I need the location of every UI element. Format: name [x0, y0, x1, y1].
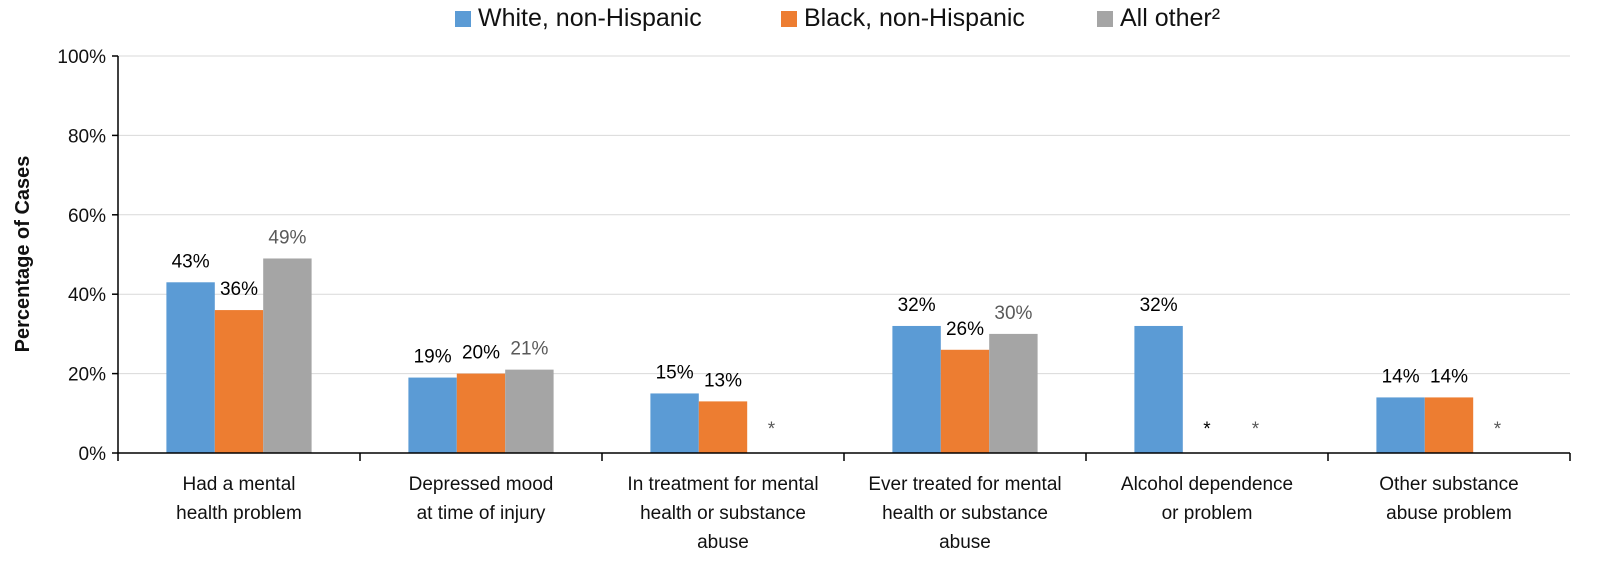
missing-data-marker: * [1203, 419, 1211, 440]
x-tick-label: Ever treated for mental health or substan… [868, 474, 1061, 553]
legend-item-all-other: All other² [1097, 4, 1220, 33]
bar-black-non-hispanic [1424, 397, 1474, 453]
bar-all-other [263, 258, 312, 453]
gridlines [118, 55, 1570, 375]
bar-white-non-hispanic [650, 393, 699, 453]
bar-white-non-hispanic [166, 282, 215, 453]
legend: White, non-Hispanic Black, non-Hispanic … [0, 4, 1603, 38]
y-tick-label: 0% [79, 444, 107, 465]
data-label: 13% [704, 370, 742, 391]
bar-white-non-hispanic [1134, 325, 1183, 453]
bar-black-non-hispanic [698, 401, 748, 453]
data-label: 30% [994, 303, 1032, 324]
data-label: 19% [414, 347, 452, 368]
legend-item-black-non-hispanic: Black, non-Hispanic [781, 4, 1025, 33]
y-tick-label: 20% [68, 365, 106, 386]
bar-white-non-hispanic [892, 325, 941, 453]
data-label: 32% [898, 295, 936, 316]
legend-swatch-all-other [1097, 10, 1113, 27]
data-label: 43% [172, 251, 210, 272]
legend-label-white-non-hispanic: White, non-Hispanic [478, 4, 702, 32]
y-tick-label: 40% [68, 285, 106, 306]
y-tick-label: 80% [68, 126, 106, 147]
legend-item-white-non-hispanic: White, non-Hispanic [455, 4, 702, 33]
legend-label-all-other: All other² [1120, 4, 1221, 32]
axes: 0% 20% 40% 60% 80% 100% Had a mental health pro… [57, 47, 1571, 553]
x-tick-label: Depressed mood at time of injury [409, 474, 554, 524]
x-tick-label: Other substance abuse problem [1379, 474, 1518, 524]
data-label: 15% [656, 362, 694, 383]
x-tick-label: Had a mental health problem [176, 474, 302, 524]
data-label: 20% [462, 343, 500, 364]
legend-swatch-white-non-hispanic [455, 10, 471, 27]
bar-white-non-hispanic [408, 377, 457, 453]
x-tick-label: In treatment for mental health or substan… [627, 474, 818, 553]
legend-swatch-black-non-hispanic [781, 10, 797, 27]
bar-white-non-hispanic [1376, 397, 1425, 453]
data-label: 32% [1140, 295, 1178, 316]
y-tick-label: 60% [68, 206, 106, 227]
bar-black-non-hispanic [456, 373, 506, 453]
y-tick-label: 100% [57, 47, 106, 68]
missing-data-marker: * [768, 419, 776, 440]
legend-label-black-non-hispanic: Black, non-Hispanic [804, 4, 1025, 32]
data-label: 26% [946, 319, 984, 340]
data-label: 49% [268, 227, 306, 248]
y-axis-title: Percentage of Cases [12, 156, 34, 353]
data-label: 36% [220, 279, 258, 300]
bar-all-other [989, 333, 1038, 453]
data-label: 14% [1430, 366, 1468, 387]
data-label: 21% [510, 339, 548, 360]
bars [166, 258, 1474, 453]
x-tick-label: Alcohol dependence or problem [1121, 474, 1293, 524]
data-label: 14% [1382, 366, 1420, 387]
missing-data-marker: * [1494, 419, 1502, 440]
bar-black-non-hispanic [940, 349, 990, 453]
data-labels: 43% 36% 49% 19% 20% 21% 15% 13% * 32% 26% 30% 32% * * 1… [172, 227, 1502, 440]
bar-black-non-hispanic [214, 310, 264, 453]
missing-data-marker: * [1252, 419, 1260, 440]
bar-all-other [505, 369, 554, 453]
